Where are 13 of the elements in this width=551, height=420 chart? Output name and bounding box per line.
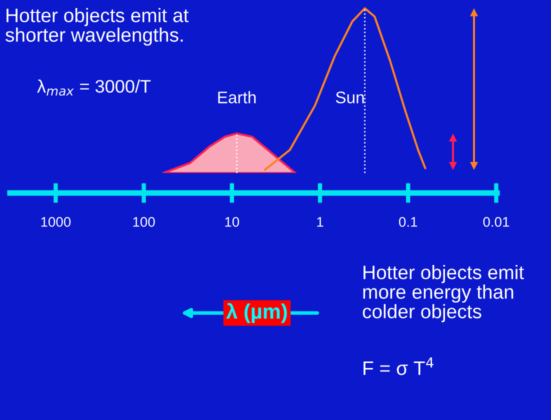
x-tick-label: 0.1	[399, 216, 418, 227]
annotation: λ$_{max}$ = 3000/T	[37, 79, 151, 96]
x-tick-label: 1000	[41, 216, 71, 227]
x-tick-label: 0.01	[483, 216, 510, 227]
x-tick-label: 100	[133, 216, 155, 227]
x-tick-label: 10	[225, 216, 240, 227]
x-tick-label: 1	[317, 217, 324, 227]
x-axis-title: λ (µm)	[226, 303, 287, 323]
text: Earth	[218, 91, 256, 104]
text: Hotter objects emit more energy than colder objects	[362, 265, 524, 322]
annotation: Hotter objects emit at shorter wavelengths.	[6, 8, 189, 46]
text: F = σ T$^{4}$	[364, 358, 434, 376]
series-label: Sun	[336, 92, 364, 104]
